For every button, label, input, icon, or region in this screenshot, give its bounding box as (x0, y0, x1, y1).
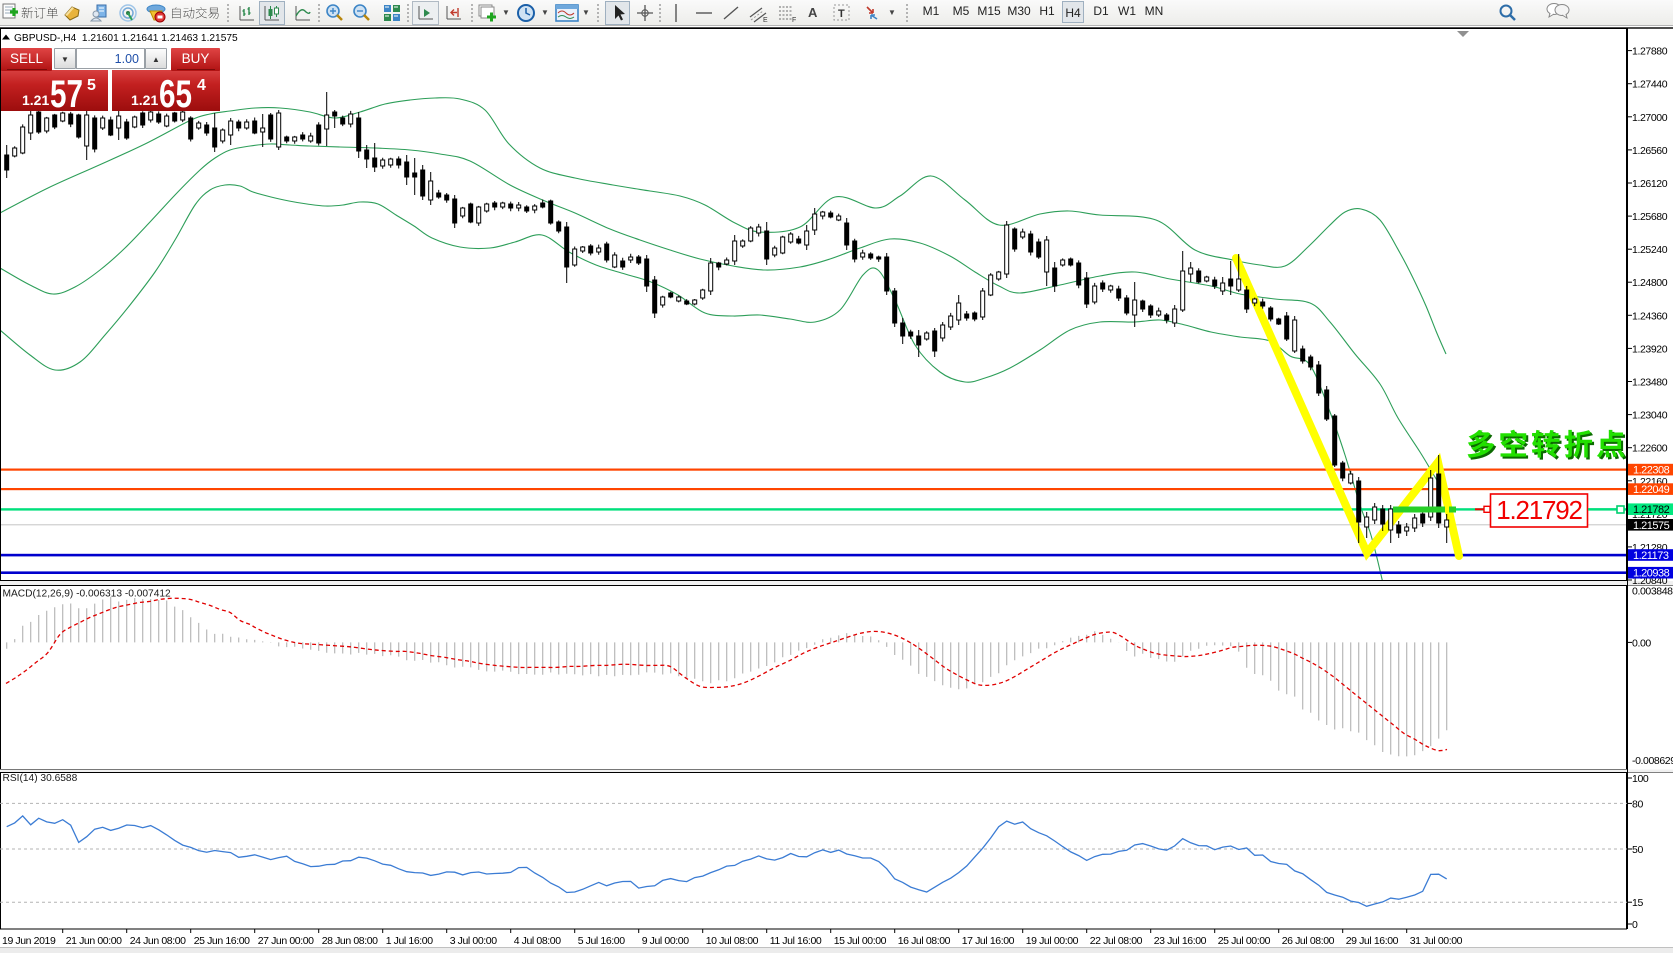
svg-text:0.003848: 0.003848 (1632, 586, 1673, 598)
svg-text:22 Jul 08:00: 22 Jul 08:00 (1090, 935, 1143, 947)
svg-text:19 Jul 00:00: 19 Jul 00:00 (1026, 935, 1079, 947)
svg-text:0: 0 (1632, 919, 1638, 931)
svg-text:1.22308: 1.22308 (1633, 465, 1670, 477)
svg-text:1.25680: 1.25680 (1632, 211, 1668, 223)
svg-text:1.23920: 1.23920 (1632, 343, 1668, 355)
svg-text:15: 15 (1632, 897, 1643, 909)
svg-text:15 Jul 00:00: 15 Jul 00:00 (834, 935, 887, 947)
svg-text:3 Jul 00:00: 3 Jul 00:00 (450, 935, 498, 947)
svg-text:RSI(14) 30.6588: RSI(14) 30.6588 (3, 773, 78, 784)
svg-text:11 Jul 16:00: 11 Jul 16:00 (770, 935, 822, 947)
svg-text:1.21792: 1.21792 (1496, 495, 1582, 525)
svg-text:25 Jul 00:00: 25 Jul 00:00 (1218, 935, 1271, 947)
svg-text:1.23040: 1.23040 (1632, 410, 1668, 422)
svg-text:1.26120: 1.26120 (1632, 178, 1668, 190)
svg-text:17 Jul 16:00: 17 Jul 16:00 (962, 935, 1015, 947)
svg-text:0.00: 0.00 (1632, 637, 1651, 649)
svg-text:29 Jul 16:00: 29 Jul 16:00 (1346, 935, 1399, 947)
svg-text:1.23480: 1.23480 (1632, 377, 1668, 389)
svg-text:1.27000: 1.27000 (1632, 112, 1668, 124)
svg-text:1.20938: 1.20938 (1633, 568, 1670, 580)
svg-text:-0.008629: -0.008629 (1632, 755, 1673, 767)
svg-text:16 Jul 08:00: 16 Jul 08:00 (898, 935, 951, 947)
svg-text:9 Jul 00:00: 9 Jul 00:00 (642, 935, 690, 947)
svg-text:1.24800: 1.24800 (1632, 277, 1668, 289)
svg-text:27 Jun 00:00: 27 Jun 00:00 (258, 935, 314, 947)
svg-text:1.22600: 1.22600 (1632, 443, 1668, 455)
svg-text:1.27440: 1.27440 (1632, 79, 1668, 91)
svg-text:1.21575: 1.21575 (1633, 520, 1670, 532)
svg-text:1.27880: 1.27880 (1632, 46, 1668, 58)
svg-text:4 Jul 08:00: 4 Jul 08:00 (514, 935, 562, 947)
svg-text:80: 80 (1632, 798, 1643, 810)
svg-text:10 Jul 08:00: 10 Jul 08:00 (706, 935, 759, 947)
svg-text:25 Jun 16:00: 25 Jun 16:00 (194, 935, 250, 947)
svg-text:50: 50 (1632, 844, 1643, 856)
svg-text:19 Jun 2019: 19 Jun 2019 (2, 935, 56, 947)
svg-text:E: E (763, 17, 768, 23)
svg-text:1.26560: 1.26560 (1632, 145, 1668, 157)
svg-text:5 Jul 16:00: 5 Jul 16:00 (578, 935, 626, 947)
svg-text:F: F (792, 17, 796, 23)
svg-text:26 Jul 08:00: 26 Jul 08:00 (1282, 935, 1335, 947)
svg-text:1.21782: 1.21782 (1633, 504, 1670, 516)
svg-text:21 Jun 00:00: 21 Jun 00:00 (66, 935, 122, 947)
svg-text:100: 100 (1632, 773, 1649, 785)
svg-text:28 Jun 08:00: 28 Jun 08:00 (322, 935, 378, 947)
svg-text:24 Jun 08:00: 24 Jun 08:00 (130, 935, 186, 947)
svg-text:23 Jul 16:00: 23 Jul 16:00 (1154, 935, 1207, 947)
svg-text:1 Jul 16:00: 1 Jul 16:00 (386, 935, 434, 947)
svg-text:1.21173: 1.21173 (1633, 550, 1669, 562)
svg-text:31 Jul 00:00: 31 Jul 00:00 (1410, 935, 1463, 947)
svg-text:GBPUSD-,H4 1.21601 1.21641 1.: GBPUSD-,H4 1.21601 1.21641 1.21463 1.215… (14, 33, 238, 44)
svg-text:1.22049: 1.22049 (1633, 484, 1670, 496)
svg-text:T: T (838, 8, 845, 20)
svg-text:1.24360: 1.24360 (1632, 310, 1668, 322)
svg-text:1.25240: 1.25240 (1632, 244, 1668, 256)
svg-text:MACD(12,26,9) -0.006313 -0.007: MACD(12,26,9) -0.006313 -0.007412 (3, 589, 172, 600)
